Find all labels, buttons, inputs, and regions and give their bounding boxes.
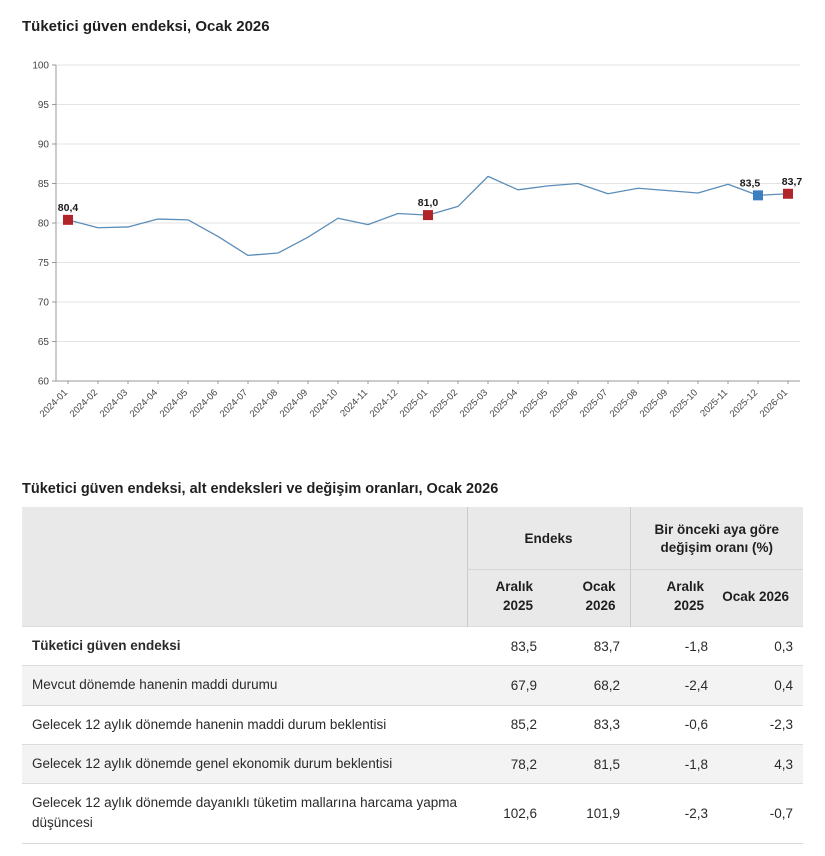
row-value: 0,4	[718, 665, 803, 706]
x-tick-label: 2025-12	[728, 387, 760, 419]
row-label: Gelecek 12 aylık dönemde dayanıklı tüket…	[22, 783, 467, 844]
x-tick-label: 2025-07	[578, 387, 610, 419]
row-value: 81,5	[547, 743, 630, 784]
marker-label: 83,7	[782, 176, 803, 188]
y-tick-label: 100	[32, 61, 49, 72]
table-row: Gelecek 12 aylık dönemde hanenin maddi d…	[22, 704, 803, 745]
row-value: 67,9	[467, 665, 547, 706]
row-value: -2,4	[630, 665, 718, 706]
group-header-endeks: Endeks	[466, 507, 630, 571]
y-tick-label: 60	[38, 377, 50, 388]
marker-point	[423, 210, 433, 221]
x-tick-label: 2025-02	[428, 387, 460, 419]
y-tick-label: 75	[38, 258, 50, 269]
table-subheader-row: Aralık 2025 Ocak 2026 Aralık 2025 Ocak 2026	[22, 569, 803, 627]
marker-label: 81,0	[418, 197, 439, 209]
x-tick-label: 2025-10	[668, 387, 700, 419]
row-value: -1,8	[630, 743, 718, 784]
table-body: Tüketici güven endeksi 83,5 83,7 -1,8 0,3 Mev…	[22, 626, 803, 844]
subheader-cell: Aralık 2025	[466, 569, 547, 627]
x-tick-label: 2025-06	[548, 387, 580, 419]
x-tick-label: 2024-02	[68, 387, 100, 419]
row-value: 83,7	[547, 626, 630, 666]
x-tick-label: 2024-03	[98, 387, 130, 419]
marker-point	[783, 188, 793, 199]
subheader-cell: Ocak 2026	[547, 569, 630, 627]
table-row: Gelecek 12 aylık dönemde dayanıklı tüket…	[22, 783, 803, 844]
group-header-change: Bir önceki aya göre değişim oranı (%)	[629, 507, 803, 571]
x-tick-label: 2025-11	[698, 387, 730, 419]
corner-cell	[22, 507, 467, 627]
y-tick-label: 70	[38, 298, 50, 309]
y-tick-label: 85	[38, 179, 50, 190]
row-value: -2,3	[630, 783, 718, 844]
row-value: -1,8	[630, 626, 718, 666]
confidence-chart-svg: 60 65 70 75 80 85 90 95 100 2024-012024-022024-03…	[32, 61, 803, 420]
row-value: 83,3	[547, 704, 630, 745]
marker-label: 83,5	[740, 177, 761, 189]
row-value: 0,3	[718, 626, 803, 666]
row-label: Gelecek 12 aylık dönemde hanenin maddi d…	[22, 704, 467, 745]
table-header: Endeks Bir önceki aya göre değişim oranı…	[22, 507, 803, 627]
row-value: 101,9	[547, 783, 630, 844]
x-tick-label: 2024-01	[38, 387, 70, 419]
row-value: 4,3	[718, 743, 803, 784]
y-tick-label: 65	[38, 337, 50, 348]
x-tick-label: 2025-09	[638, 387, 670, 419]
x-tick-label: 2024-07	[218, 387, 250, 419]
chart-title: Tüketici güven endeksi, Ocak 2026	[22, 18, 270, 35]
y-tick-label: 95	[38, 100, 50, 111]
row-value: 83,5	[467, 626, 547, 666]
chart-area: 60 65 70 75 80 85 90 95 100 2024-01 2024-02 2024-03…	[22, 51, 807, 451]
y-tick-label: 80	[38, 219, 50, 230]
table-row: Gelecek 12 aylık dönemde genel ekonomik …	[22, 743, 803, 784]
x-tick-label: 2025-03	[458, 387, 490, 419]
marker-point	[63, 214, 73, 225]
row-label: Tüketici güven endeksi	[22, 626, 467, 666]
row-value: 78,2	[467, 743, 547, 784]
marker-label: 80,4	[58, 202, 79, 214]
marker-point	[753, 190, 763, 201]
x-tick-label: 2025-01	[398, 387, 430, 419]
row-value: -0,7	[718, 783, 803, 844]
x-tick-label: 2024-09	[278, 387, 310, 419]
table-title: Tüketici güven endeksi, alt endeksleri v…	[22, 481, 499, 497]
x-tick-label: 2024-05	[158, 387, 190, 419]
table-row: Tüketici güven endeksi 83,5 83,7 -1,8 0,3	[22, 626, 803, 666]
x-tick-label: 2024-10	[308, 387, 340, 419]
row-label: Gelecek 12 aylık dönemde genel ekonomik …	[22, 743, 467, 784]
table-group-header-row: Endeks Bir önceki aya göre değişim oranı…	[22, 507, 803, 627]
table-row: Mevcut dönemde hanenin maddi durumu 67,9 6…	[22, 665, 803, 706]
row-value: 85,2	[467, 704, 547, 745]
subheader-cell: Aralık 2025	[629, 569, 718, 627]
x-tick-label: 2024-06	[188, 387, 220, 419]
x-tick-label: 2025-05	[518, 387, 550, 419]
x-tick-label: 2024-11	[338, 387, 370, 419]
y-tick-label: 90	[38, 140, 50, 151]
row-label: Mevcut dönemde hanenin maddi durumu	[22, 665, 467, 706]
row-value: -0,6	[630, 704, 718, 745]
row-value: 68,2	[547, 665, 630, 706]
subheader-cell: Ocak 2026	[718, 569, 803, 627]
x-tick-label: 2025-04	[488, 387, 520, 419]
x-tick-label: 2024-12	[368, 387, 400, 419]
x-tick-label: 2024-04	[128, 387, 160, 419]
x-tick-label: 2026-01	[758, 387, 790, 419]
row-value: 102,6	[467, 783, 547, 844]
x-tick-label: 2024-08	[248, 387, 280, 419]
row-value: -2,3	[718, 704, 803, 745]
index-table: Endeks Bir önceki aya göre değişim oranı…	[22, 507, 803, 844]
x-tick-label: 2025-08	[608, 387, 640, 419]
